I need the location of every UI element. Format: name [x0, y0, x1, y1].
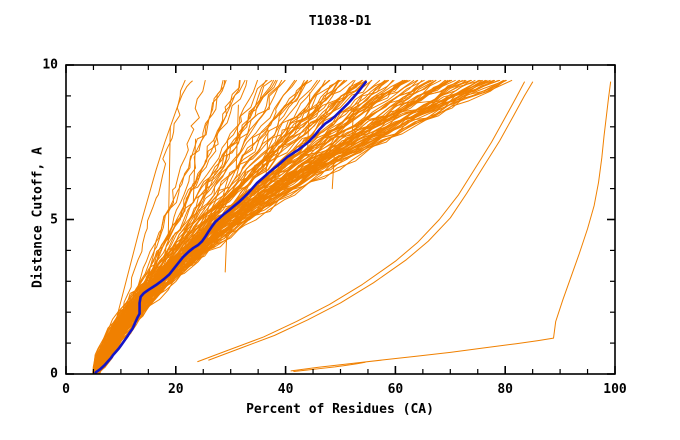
- y-tick-label: 10: [42, 57, 58, 73]
- y-tick-label: 0: [50, 366, 58, 382]
- x-tick-label: 60: [387, 382, 404, 397]
- x-tick-label: 0: [62, 382, 70, 397]
- reference-curve: [94, 80, 368, 374]
- x-tick-label: 80: [497, 382, 514, 397]
- x-axis-label: Percent of Residues (CA): [246, 402, 434, 417]
- prediction-curves: [92, 79, 612, 375]
- x-tick-label: 40: [277, 382, 294, 397]
- plot-axes: [65, 64, 616, 375]
- x-tick-label: 20: [167, 382, 184, 397]
- x-tick-label: 100: [603, 382, 627, 397]
- chart-title: T1038-D1: [308, 14, 372, 29]
- y-tick-label: 5: [50, 212, 58, 227]
